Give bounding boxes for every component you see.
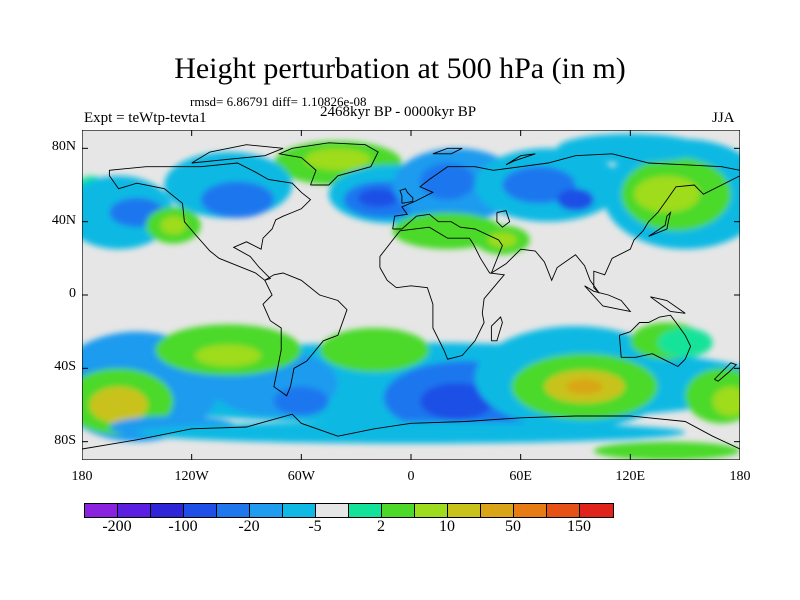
coast-newguinea [650, 296, 686, 314]
coast-arabia-sea-islands [584, 285, 632, 313]
plot-title: Height perturbation at 500 hPa (in m) [174, 52, 626, 85]
colorbar-label: -100 [168, 518, 198, 535]
coast-caspian [496, 210, 511, 228]
sh-pole-cyan [136, 421, 686, 444]
colorbar-swatch [514, 504, 547, 517]
sh-pacific2-yellow [195, 344, 262, 367]
colorbar-swatch [151, 504, 184, 517]
coast-novaya [505, 153, 536, 166]
sh-east-yellow [712, 386, 740, 416]
colorbar-swatch [184, 504, 217, 517]
sh-pole-green [593, 441, 740, 460]
colorbar-swatch [547, 504, 580, 517]
colorbar-swatch [118, 504, 151, 517]
lon-label: 120W [174, 469, 209, 484]
coast-eurasia-east [392, 175, 740, 294]
colorbar-label: 150 [567, 518, 591, 535]
colorbar-label: -20 [238, 518, 260, 535]
sh-pacific-yellow [89, 386, 148, 424]
colorbar-label: 10 [439, 518, 455, 535]
lat-label: 80N [51, 139, 76, 155]
nh-nam-yellow [160, 216, 187, 235]
colorbar-swatch [382, 504, 415, 517]
coast-africa [379, 226, 506, 360]
coast-arctic-islands [191, 144, 284, 164]
nh-pacific-yellow [633, 175, 700, 213]
experiment-label: Expt = teWtp-tevta1 [84, 110, 207, 126]
colorbar-swatch [217, 504, 250, 517]
lon-label: 180 [71, 469, 93, 484]
nh-arctic-cyan [557, 133, 704, 163]
nh-asia-dblue [557, 188, 594, 211]
lat-label: 40N [51, 212, 76, 228]
colorbar-swatch [415, 504, 448, 517]
colorbar-label: -200 [102, 518, 132, 535]
nh-greenland-yellow [304, 148, 371, 171]
coast-australia [618, 314, 692, 368]
season-label: JJA [712, 110, 735, 126]
sh-aus-lgreen [657, 328, 713, 358]
nh-asia-blue [502, 166, 576, 204]
coastlines [82, 142, 740, 450]
nh-canada-blue [200, 181, 274, 218]
map-panel [82, 130, 740, 460]
lat-label: 80S [54, 432, 76, 448]
colorbar [84, 503, 614, 518]
colorbar-label: -5 [308, 518, 322, 535]
lat-label: 0 [69, 286, 76, 301]
coast-antarctica [82, 413, 740, 450]
colorbar-label: 50 [505, 518, 521, 535]
colorbar-swatch [85, 504, 118, 517]
coast-svalbard [432, 147, 463, 155]
coast-south-america [262, 272, 348, 397]
colorbar-swatch [316, 504, 349, 517]
lon-label: 60W [287, 469, 315, 484]
sh-atlantic-blue [273, 386, 329, 417]
sh-africa-dblue [420, 383, 494, 420]
colorbar-swatch [349, 504, 382, 517]
lon-label: 0 [407, 469, 415, 484]
colorbar-swatch [250, 504, 283, 517]
lon-label: 60E [509, 469, 532, 484]
nh-atlantic-dblue [357, 188, 399, 207]
sh-indian-orange [566, 379, 603, 394]
lat-label: 40S [54, 359, 76, 375]
coast-uk [399, 188, 414, 204]
coast-japan [648, 210, 672, 237]
sh-sa-green [319, 328, 430, 372]
period-label: 2468kyr BP - 0000kyr BP [320, 104, 477, 120]
coast-north-america [108, 162, 312, 281]
colorbar-swatch [481, 504, 514, 517]
lon-label: 120E [615, 469, 646, 484]
colorbar-swatch [580, 504, 613, 517]
colorbar-swatch [448, 504, 481, 517]
nh-med-green [392, 212, 503, 250]
colorbar-swatch [283, 504, 316, 517]
coast-eurasia [392, 153, 740, 230]
contour-field [82, 133, 740, 460]
nh-europe-blue [420, 163, 475, 200]
coast-new-zealand [714, 362, 738, 382]
coast-madagascar [490, 316, 503, 342]
nh-mideast-yellow [487, 232, 518, 248]
colorbar-label: 2 [377, 518, 385, 535]
coast-greenland [277, 142, 379, 186]
lon-label: 180 [729, 469, 751, 484]
stats-line: rmsd= 6.86791 diff= 1.10826e-08 [190, 94, 367, 109]
